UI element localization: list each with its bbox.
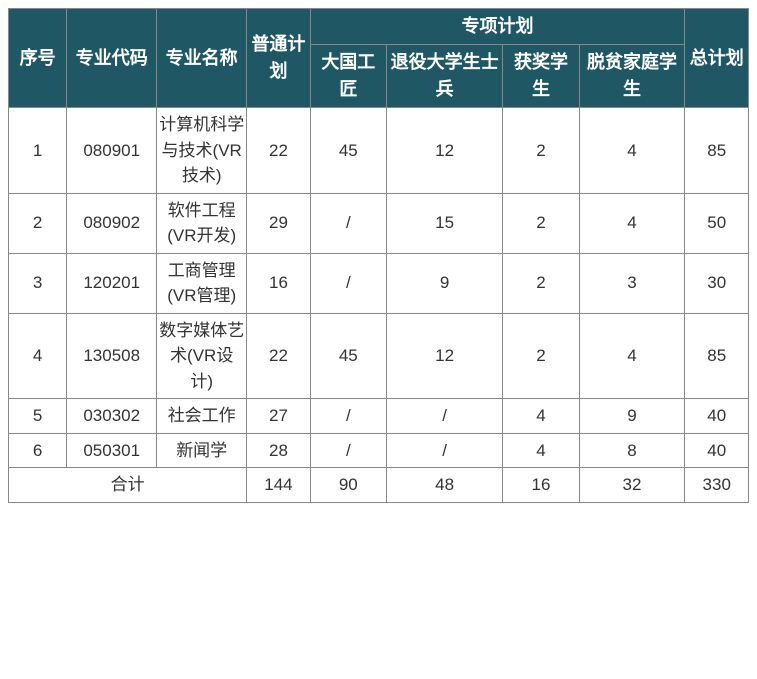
cell-total: 50 (685, 193, 749, 253)
cell-sp4: 4 (579, 108, 685, 194)
cell-normal: 29 (247, 193, 311, 253)
table-row: 3120201工商管理(VR管理)16/92330 (9, 253, 749, 313)
table-row: 6050301新闻学28//4840 (9, 433, 749, 468)
cell-sp3: 2 (503, 253, 579, 313)
header-normal: 普通计划 (247, 9, 311, 108)
header-code: 专业代码 (67, 9, 157, 108)
header-sp1: 大国工匠 (310, 45, 386, 108)
cell-normal: 16 (247, 253, 311, 313)
cell-code: 080901 (67, 108, 157, 194)
table-row: 1080901计算机科学与技术(VR技术)2245122485 (9, 108, 749, 194)
cell-total: 30 (685, 253, 749, 313)
cell-code: 050301 (67, 433, 157, 468)
cell-sp3: 4 (503, 433, 579, 468)
cell-normal: 22 (247, 313, 311, 399)
cell-sp4: 9 (579, 399, 685, 434)
footer-label: 合计 (9, 468, 247, 503)
footer-sp2: 48 (386, 468, 502, 503)
cell-seq: 4 (9, 313, 67, 399)
header-name: 专业名称 (157, 9, 247, 108)
cell-total: 40 (685, 399, 749, 434)
cell-code: 080902 (67, 193, 157, 253)
table-footer-row: 合计14490481632330 (9, 468, 749, 503)
cell-normal: 27 (247, 399, 311, 434)
cell-sp2: 15 (386, 193, 502, 253)
cell-seq: 2 (9, 193, 67, 253)
cell-sp2: 12 (386, 313, 502, 399)
cell-sp4: 4 (579, 193, 685, 253)
cell-name: 工商管理(VR管理) (157, 253, 247, 313)
cell-name: 数字媒体艺术(VR设计) (157, 313, 247, 399)
cell-sp2: / (386, 399, 502, 434)
footer-sp4: 32 (579, 468, 685, 503)
header-sp4: 脱贫家庭学生 (579, 45, 685, 108)
cell-sp1: / (310, 193, 386, 253)
footer-normal: 144 (247, 468, 311, 503)
cell-name: 新闻学 (157, 433, 247, 468)
cell-sp2: 12 (386, 108, 502, 194)
cell-sp2: / (386, 433, 502, 468)
table-header: 序号 专业代码 专业名称 普通计划 专项计划 总计划 大国工匠 退役大学生士兵 … (9, 9, 749, 108)
cell-sp1: 45 (310, 108, 386, 194)
plan-table: 序号 专业代码 专业名称 普通计划 专项计划 总计划 大国工匠 退役大学生士兵 … (8, 8, 749, 503)
cell-name: 计算机科学与技术(VR技术) (157, 108, 247, 194)
cell-sp3: 4 (503, 399, 579, 434)
cell-sp1: / (310, 433, 386, 468)
footer-total: 330 (685, 468, 749, 503)
cell-sp1: / (310, 399, 386, 434)
cell-name: 社会工作 (157, 399, 247, 434)
cell-code: 030302 (67, 399, 157, 434)
header-seq: 序号 (9, 9, 67, 108)
table-body: 1080901计算机科学与技术(VR技术)22451224852080902软件… (9, 108, 749, 503)
cell-sp4: 3 (579, 253, 685, 313)
cell-sp1: / (310, 253, 386, 313)
table-row: 2080902软件工程(VR开发)29/152450 (9, 193, 749, 253)
header-total: 总计划 (685, 9, 749, 108)
footer-sp3: 16 (503, 468, 579, 503)
cell-seq: 6 (9, 433, 67, 468)
cell-sp1: 45 (310, 313, 386, 399)
cell-total: 40 (685, 433, 749, 468)
table-row: 5030302社会工作27//4940 (9, 399, 749, 434)
cell-total: 85 (685, 313, 749, 399)
cell-sp3: 2 (503, 193, 579, 253)
cell-seq: 1 (9, 108, 67, 194)
cell-seq: 3 (9, 253, 67, 313)
header-sp3: 获奖学生 (503, 45, 579, 108)
cell-sp3: 2 (503, 313, 579, 399)
cell-code: 130508 (67, 313, 157, 399)
cell-normal: 28 (247, 433, 311, 468)
cell-seq: 5 (9, 399, 67, 434)
cell-sp2: 9 (386, 253, 502, 313)
cell-sp3: 2 (503, 108, 579, 194)
cell-code: 120201 (67, 253, 157, 313)
footer-sp1: 90 (310, 468, 386, 503)
cell-name: 软件工程(VR开发) (157, 193, 247, 253)
header-special: 专项计划 (310, 9, 685, 45)
cell-sp4: 4 (579, 313, 685, 399)
cell-sp4: 8 (579, 433, 685, 468)
table-row: 4130508数字媒体艺术(VR设计)2245122485 (9, 313, 749, 399)
cell-normal: 22 (247, 108, 311, 194)
cell-total: 85 (685, 108, 749, 194)
header-sp2: 退役大学生士兵 (386, 45, 502, 108)
